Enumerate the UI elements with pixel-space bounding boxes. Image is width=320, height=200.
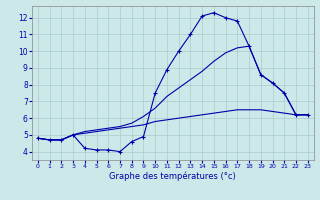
X-axis label: Graphe des températures (°c): Graphe des températures (°c) <box>109 172 236 181</box>
